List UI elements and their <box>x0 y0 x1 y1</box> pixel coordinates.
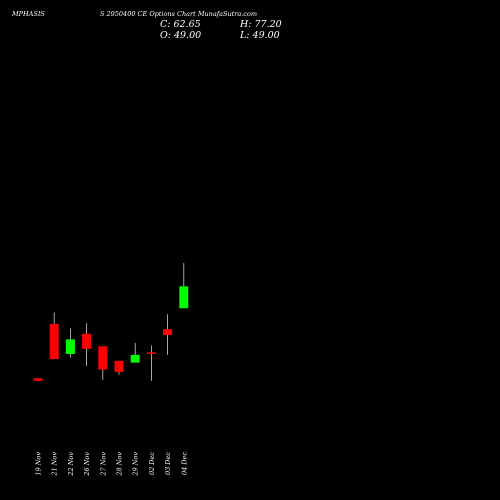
x-axis-ticks: 19 Nov 21 Nov 22 Nov 26 Nov 27 Nov 28 Nov 29 N… <box>35 452 189 477</box>
x-tick-label: 02 Dec <box>148 452 156 475</box>
candle <box>114 360 124 375</box>
x-tick-label: 28 Nov <box>116 452 124 477</box>
candle-body <box>65 339 75 354</box>
candles <box>33 263 189 381</box>
candle-body <box>82 333 92 349</box>
x-tick-label: 26 Nov <box>83 452 91 477</box>
candle-body <box>33 378 43 381</box>
candle <box>163 314 173 355</box>
high-value: H: 77.20 <box>239 19 282 30</box>
chart-title: S 2950400 CE Options Chart MunafaSutra.c… <box>100 10 257 18</box>
x-tick-label: 27 Nov <box>99 452 107 477</box>
candle-body <box>163 329 173 336</box>
candle-body <box>114 360 124 373</box>
open-value: O: 49.00 <box>160 30 201 41</box>
candle <box>179 263 189 309</box>
candle-body <box>49 323 59 360</box>
candle-body <box>130 354 140 363</box>
candle-body <box>146 352 156 354</box>
x-tick-label: 19 Nov <box>35 452 43 476</box>
x-tick-label: 03 Dec <box>164 452 172 475</box>
x-tick-label: 04 Dec <box>180 452 188 475</box>
candle <box>146 345 156 381</box>
candle <box>65 328 75 358</box>
candle <box>33 378 43 381</box>
candle-body <box>179 286 189 309</box>
x-tick-label: 22 Nov <box>67 452 75 477</box>
candle <box>98 346 108 380</box>
x-tick-label: 29 Nov <box>132 452 140 477</box>
symbol-label: MPHASIS <box>11 10 45 18</box>
candle <box>82 323 92 366</box>
candle-body <box>98 346 108 370</box>
close-value: C: 62.65 <box>160 19 201 30</box>
low-value: L: 49.00 <box>239 30 280 41</box>
candle <box>49 312 59 360</box>
candle <box>130 342 140 363</box>
x-tick-label: 21 Nov <box>51 452 59 477</box>
